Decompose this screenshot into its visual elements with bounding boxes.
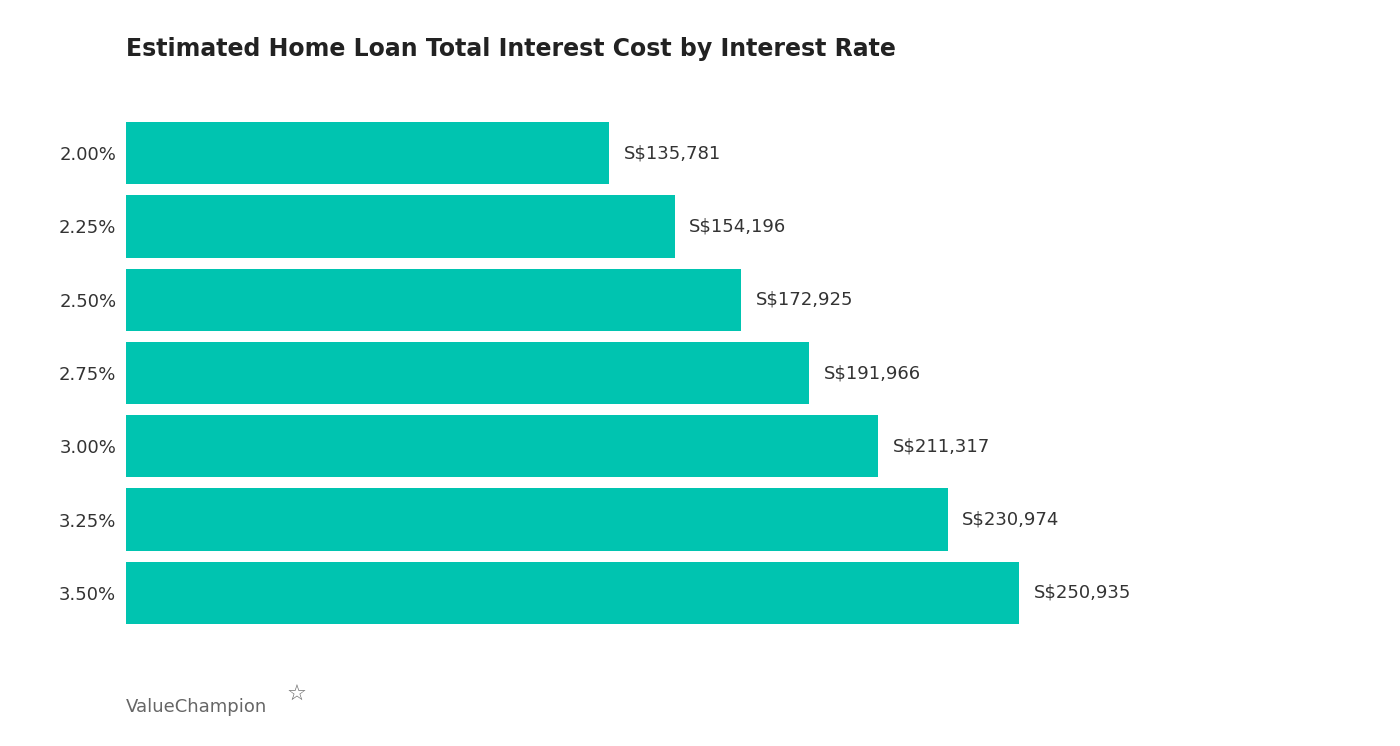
Text: S$135,781: S$135,781 [623, 144, 721, 162]
Text: S$211,317: S$211,317 [892, 437, 990, 455]
Text: S$172,925: S$172,925 [756, 291, 853, 309]
Text: S$154,196: S$154,196 [689, 218, 787, 236]
Text: S$191,966: S$191,966 [823, 364, 921, 382]
Bar [126, 342, 809, 404]
Text: Estimated Home Loan Total Interest Cost by Interest Rate: Estimated Home Loan Total Interest Cost … [126, 37, 896, 61]
Bar [126, 122, 609, 184]
Text: S$230,974: S$230,974 [962, 510, 1060, 528]
Bar [126, 489, 948, 551]
Bar [126, 562, 1019, 624]
Text: ValueChampion: ValueChampion [126, 698, 267, 716]
Text: ☆: ☆ [287, 685, 307, 705]
Bar [126, 269, 742, 331]
Text: S$250,935: S$250,935 [1033, 584, 1131, 602]
Bar [126, 415, 878, 477]
Bar [126, 195, 675, 257]
